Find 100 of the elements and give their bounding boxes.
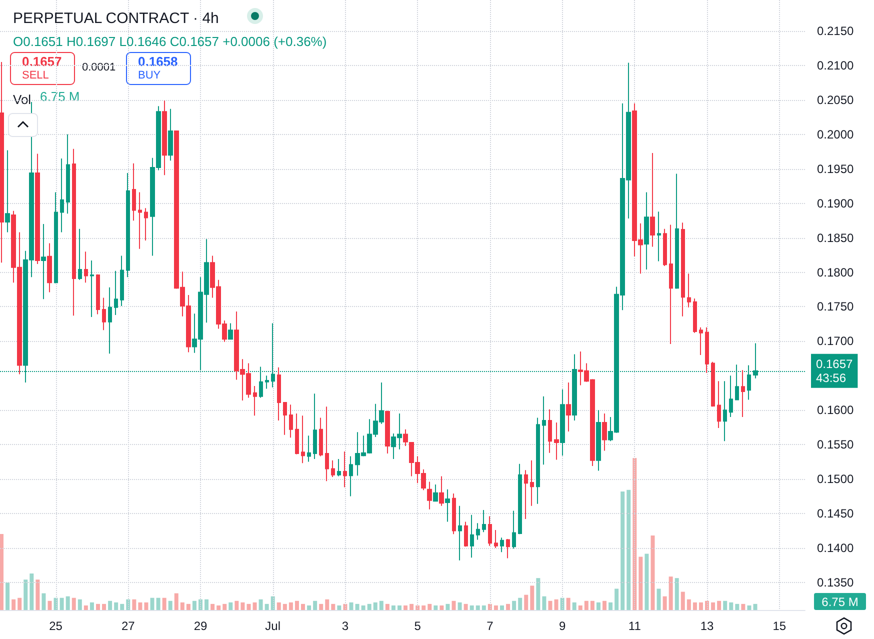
candlestick xyxy=(108,286,112,354)
y-tick-label: 0.2050 xyxy=(817,92,854,107)
bar xyxy=(12,599,16,610)
bar xyxy=(452,600,456,610)
x-tick-label: 9 xyxy=(558,619,566,633)
candlestick xyxy=(602,413,607,452)
candlestick xyxy=(717,380,721,429)
bar xyxy=(301,604,306,610)
candlestick xyxy=(90,260,94,318)
candlestick xyxy=(313,393,317,460)
bar xyxy=(222,604,227,610)
y-tick-label: 0.2150 xyxy=(817,24,854,38)
bar xyxy=(530,586,534,610)
candlestick xyxy=(289,404,293,438)
candlestick xyxy=(295,413,299,455)
bar xyxy=(264,604,269,610)
bar xyxy=(626,490,631,610)
bar xyxy=(391,605,396,610)
bar xyxy=(258,599,263,610)
candlestick xyxy=(488,516,492,546)
bar xyxy=(596,602,600,610)
candlestick xyxy=(536,417,540,504)
candlestick xyxy=(138,192,142,250)
bar xyxy=(78,599,82,610)
candlestick xyxy=(5,150,10,233)
text: 6.75 M xyxy=(822,595,858,609)
bar xyxy=(114,602,118,610)
candlestick xyxy=(669,224,673,344)
bar xyxy=(614,588,619,610)
bar xyxy=(355,604,360,610)
bar xyxy=(434,605,438,610)
bar xyxy=(446,604,450,610)
y-tick-label: 0.1350 xyxy=(817,575,854,590)
candlestick xyxy=(445,488,450,522)
bar xyxy=(680,592,685,610)
x-tick-label: 3 xyxy=(342,619,349,633)
bar xyxy=(288,602,293,610)
candlestick xyxy=(482,510,486,533)
bar xyxy=(590,600,594,610)
candlestick xyxy=(554,422,559,460)
candlestick xyxy=(506,538,510,559)
y-tick-label: 0.1450 xyxy=(817,506,854,521)
candlestick xyxy=(512,510,516,550)
bar xyxy=(512,600,516,610)
candlestick xyxy=(741,370,745,418)
candlestick xyxy=(35,153,40,264)
y-tick-label: 0.2000 xyxy=(817,127,854,142)
bar xyxy=(156,598,160,610)
bar xyxy=(337,605,342,610)
bar xyxy=(108,600,112,610)
bar xyxy=(294,600,299,610)
candlestick xyxy=(126,172,130,278)
bar xyxy=(410,604,414,610)
x-tick-label: 27 xyxy=(121,619,136,633)
bar xyxy=(476,605,480,610)
candlestick xyxy=(458,505,462,561)
bar xyxy=(216,605,221,610)
bar xyxy=(458,602,462,610)
bar xyxy=(66,596,70,610)
y-tick-label: 0.1600 xyxy=(817,403,854,418)
candlestick xyxy=(120,255,124,307)
bar xyxy=(518,598,522,610)
bar xyxy=(602,600,607,610)
candlestick xyxy=(518,463,522,535)
candlestick xyxy=(596,410,601,472)
bar xyxy=(42,593,46,610)
candlestick xyxy=(548,408,552,454)
y-tick-label: 0.1750 xyxy=(817,300,854,314)
y-tick-label: 0.1800 xyxy=(817,265,854,280)
bar xyxy=(566,598,570,610)
bar xyxy=(307,605,312,610)
candlestick xyxy=(433,484,438,502)
bar xyxy=(228,602,233,610)
bar xyxy=(494,605,498,610)
candlestick xyxy=(319,417,323,457)
bar xyxy=(234,600,239,610)
y-tick-label: 0.1950 xyxy=(817,162,854,176)
bar xyxy=(397,605,402,610)
bar xyxy=(662,596,667,610)
candlestick xyxy=(452,493,456,535)
candlestick xyxy=(566,382,571,432)
bar xyxy=(578,605,582,610)
bar xyxy=(349,602,354,610)
bar xyxy=(440,605,444,610)
bar xyxy=(24,580,28,610)
bar xyxy=(554,599,558,610)
candlestick xyxy=(500,537,504,553)
y-tick-label: 0.1900 xyxy=(817,196,854,210)
x-tick-label: 25 xyxy=(49,619,63,633)
bar xyxy=(674,578,679,610)
x-tick-label: 5 xyxy=(414,619,422,633)
bar xyxy=(379,600,384,610)
bar xyxy=(373,602,378,610)
candlestick xyxy=(60,158,64,233)
candlestick xyxy=(343,450,347,488)
bar xyxy=(331,604,336,610)
bar xyxy=(246,604,251,610)
bar xyxy=(644,554,649,610)
x-tick-label: 7 xyxy=(486,619,494,633)
candlestick xyxy=(265,375,269,390)
